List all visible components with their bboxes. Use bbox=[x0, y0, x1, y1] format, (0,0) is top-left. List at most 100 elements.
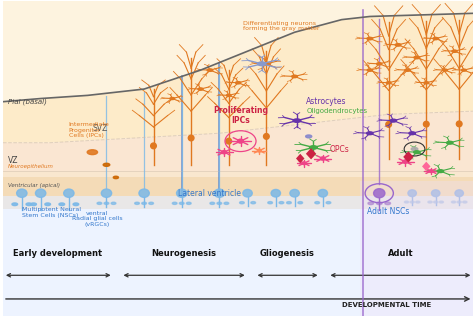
Ellipse shape bbox=[271, 190, 281, 197]
Polygon shape bbox=[422, 162, 430, 171]
Ellipse shape bbox=[263, 62, 270, 65]
Ellipse shape bbox=[103, 163, 110, 166]
Bar bbox=[360, 181, 474, 316]
Ellipse shape bbox=[64, 189, 74, 197]
Text: Adult NSCs: Adult NSCs bbox=[367, 207, 410, 217]
Text: Pial (basal): Pial (basal) bbox=[8, 99, 46, 105]
Text: Adult: Adult bbox=[388, 249, 413, 258]
Text: Lateral ventricle: Lateral ventricle bbox=[178, 189, 241, 198]
Circle shape bbox=[302, 162, 306, 165]
Ellipse shape bbox=[293, 119, 301, 122]
Circle shape bbox=[429, 170, 433, 172]
Polygon shape bbox=[3, 111, 474, 171]
Ellipse shape bbox=[139, 189, 149, 197]
Ellipse shape bbox=[456, 121, 462, 127]
Ellipse shape bbox=[298, 202, 302, 204]
Polygon shape bbox=[3, 1, 474, 102]
Ellipse shape bbox=[390, 119, 397, 122]
Ellipse shape bbox=[424, 82, 428, 84]
Ellipse shape bbox=[411, 147, 418, 151]
Ellipse shape bbox=[367, 37, 373, 40]
Ellipse shape bbox=[437, 170, 444, 172]
Ellipse shape bbox=[455, 190, 464, 197]
Ellipse shape bbox=[428, 201, 432, 203]
Text: VZ: VZ bbox=[8, 156, 18, 165]
Text: SVZ: SVZ bbox=[92, 124, 108, 133]
Ellipse shape bbox=[414, 56, 419, 59]
Text: Early development: Early development bbox=[12, 249, 101, 258]
Ellipse shape bbox=[226, 138, 232, 144]
Ellipse shape bbox=[176, 189, 187, 197]
Ellipse shape bbox=[149, 202, 154, 204]
Ellipse shape bbox=[451, 201, 456, 203]
Text: Neuroepithelium: Neuroepithelium bbox=[8, 164, 54, 169]
Ellipse shape bbox=[457, 201, 461, 203]
Ellipse shape bbox=[207, 69, 213, 71]
Ellipse shape bbox=[404, 201, 409, 203]
Ellipse shape bbox=[318, 190, 328, 197]
Ellipse shape bbox=[264, 133, 269, 139]
Ellipse shape bbox=[198, 88, 203, 90]
Ellipse shape bbox=[287, 202, 292, 204]
Ellipse shape bbox=[236, 81, 241, 84]
Ellipse shape bbox=[290, 190, 299, 197]
Circle shape bbox=[257, 149, 261, 152]
Ellipse shape bbox=[423, 121, 429, 127]
Ellipse shape bbox=[395, 44, 401, 46]
Ellipse shape bbox=[135, 202, 139, 204]
Ellipse shape bbox=[408, 190, 416, 197]
Ellipse shape bbox=[45, 203, 51, 206]
Ellipse shape bbox=[462, 69, 466, 71]
Ellipse shape bbox=[416, 201, 420, 203]
Text: Oligodendrocytes: Oligodendrocytes bbox=[306, 108, 367, 114]
Ellipse shape bbox=[292, 75, 298, 78]
Ellipse shape bbox=[227, 94, 231, 96]
Ellipse shape bbox=[36, 189, 46, 197]
Ellipse shape bbox=[433, 37, 438, 40]
Ellipse shape bbox=[439, 201, 444, 203]
Ellipse shape bbox=[376, 202, 382, 205]
Text: Proliferating
IPCs: Proliferating IPCs bbox=[213, 106, 268, 125]
Ellipse shape bbox=[239, 202, 244, 204]
Ellipse shape bbox=[326, 202, 331, 204]
Circle shape bbox=[222, 151, 227, 154]
Ellipse shape bbox=[385, 202, 391, 205]
Ellipse shape bbox=[431, 190, 440, 197]
Ellipse shape bbox=[217, 202, 222, 204]
Polygon shape bbox=[3, 13, 474, 143]
Ellipse shape bbox=[59, 203, 64, 206]
Ellipse shape bbox=[97, 202, 102, 204]
Ellipse shape bbox=[405, 69, 410, 71]
Ellipse shape bbox=[31, 203, 36, 206]
Text: ventral
Radial glial cells
(vRGCs): ventral Radial glial cells (vRGCs) bbox=[72, 210, 122, 227]
Ellipse shape bbox=[386, 122, 392, 127]
Bar bbox=[3, 178, 474, 209]
Ellipse shape bbox=[367, 69, 373, 71]
Ellipse shape bbox=[366, 132, 373, 135]
Ellipse shape bbox=[113, 176, 118, 179]
Ellipse shape bbox=[310, 146, 317, 149]
Ellipse shape bbox=[434, 201, 438, 203]
Circle shape bbox=[403, 160, 408, 163]
Ellipse shape bbox=[251, 202, 255, 204]
Ellipse shape bbox=[210, 202, 215, 204]
Ellipse shape bbox=[377, 63, 382, 65]
Text: Neurogenesis: Neurogenesis bbox=[152, 249, 217, 258]
Ellipse shape bbox=[410, 201, 414, 203]
Ellipse shape bbox=[306, 135, 312, 138]
Ellipse shape bbox=[268, 202, 273, 204]
Bar bbox=[3, 196, 474, 316]
Text: Astrocytes: Astrocytes bbox=[306, 97, 347, 106]
Ellipse shape bbox=[224, 202, 229, 204]
Ellipse shape bbox=[104, 202, 109, 204]
Ellipse shape bbox=[414, 151, 420, 154]
Ellipse shape bbox=[368, 202, 374, 205]
Ellipse shape bbox=[257, 62, 266, 66]
Ellipse shape bbox=[26, 203, 32, 206]
Ellipse shape bbox=[374, 189, 385, 198]
Polygon shape bbox=[403, 151, 414, 163]
Ellipse shape bbox=[186, 202, 191, 204]
Ellipse shape bbox=[447, 141, 453, 144]
Ellipse shape bbox=[279, 202, 284, 204]
Ellipse shape bbox=[188, 135, 194, 141]
